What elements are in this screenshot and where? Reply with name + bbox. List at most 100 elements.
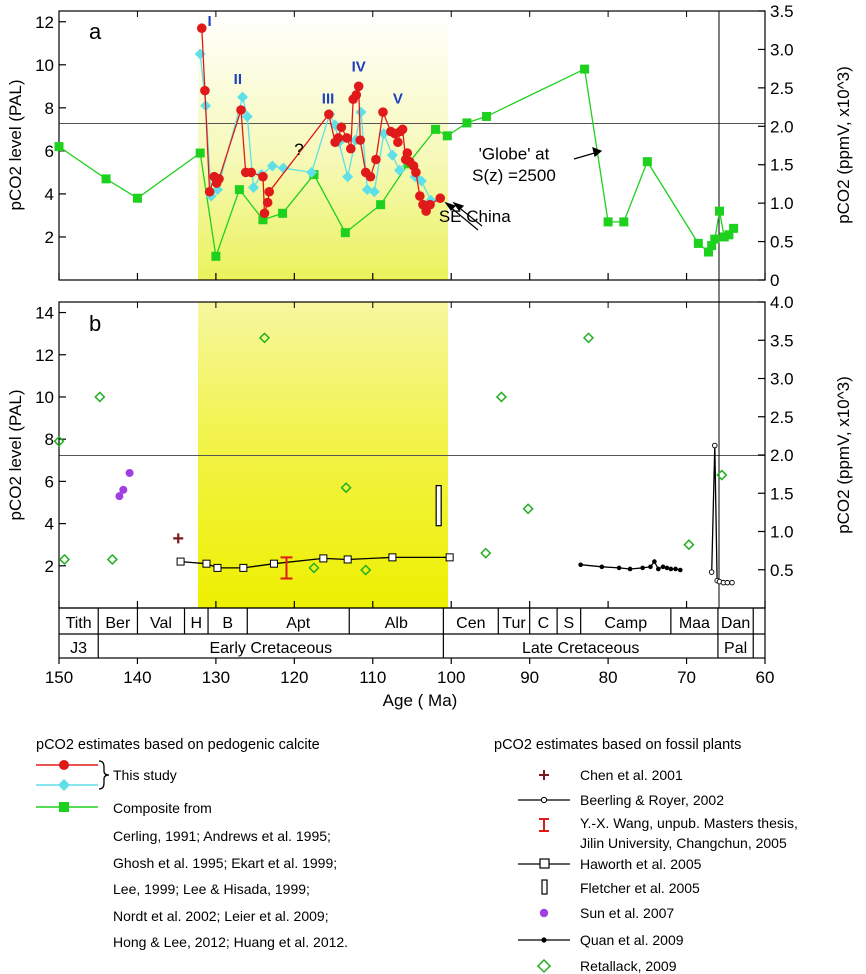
stage-label: Ber: [105, 615, 131, 632]
ytick-right-label: 0.5: [770, 561, 794, 580]
geologic-timescale: Tith Ber Val H B Apt Alb Cen Tur C S Camp Maa Dan J3 Ea…: [45, 607, 775, 687]
this-study-cyan-point: [368, 186, 380, 198]
legend-quan: Quan et al. 2009: [580, 932, 684, 948]
haworth-point: [176, 557, 185, 566]
haworth-point: [239, 563, 248, 572]
xtick-label: 130: [202, 668, 230, 687]
quan-point: [627, 566, 633, 572]
this-study-red-point: [336, 122, 347, 133]
legend-composite-line-1: Cerling, 1991; Andrews et al. 1995;: [113, 828, 331, 844]
legend-beerling-marker: [540, 796, 548, 804]
wang-range: [280, 556, 293, 580]
legend-fletcher-marker: [541, 879, 548, 895]
legend-sun: Sun et al. 2007: [580, 905, 674, 921]
ytick-right-label: 3.0: [770, 40, 794, 59]
panel-a-shade: [198, 11, 448, 280]
panel-a-axes: 2 4 6 8 10 12 0 0.5 1.0 1.5 2.0 2.5 3.0 3.5: [35, 2, 794, 290]
legend-composite-title: Composite from: [113, 800, 212, 816]
ytick-left-label: 4: [45, 185, 54, 204]
ytick-left-label: 12: [35, 346, 54, 365]
composite-point: [693, 238, 703, 248]
this-study-red-point: [415, 191, 425, 201]
ytick-right-label: 3.5: [770, 331, 794, 350]
stage-label: Alb: [385, 615, 408, 632]
legend-composite-line-4: Nordt et al. 2002; Leier et al. 2009;: [113, 908, 329, 924]
haworth-point: [319, 554, 328, 563]
annotation-label: V: [393, 91, 403, 108]
this-study-cyan-point: [342, 171, 354, 183]
quan-point: [664, 565, 670, 571]
legend-cyan-marker: [58, 779, 70, 791]
this-study-red-point: [425, 199, 435, 210]
this-study-red-point: [393, 137, 403, 148]
retallack-point: [106, 553, 118, 566]
composite-point: [603, 217, 613, 227]
this-study-red-point: [333, 133, 344, 143]
panel-b-ylabel-left: pCO2 level (PAL): [6, 389, 25, 520]
retallack-point: [53, 435, 65, 447]
beerling-point: [712, 442, 718, 449]
quan-point: [648, 564, 653, 570]
ytick-right-label: 0.5: [770, 233, 794, 252]
panel-a-ylabel-left: pCO2 level (PAL): [6, 79, 25, 210]
annotation-label: ?: [294, 140, 303, 159]
composite-point: [462, 118, 472, 128]
panel-a-letter: a: [89, 19, 102, 44]
xtick-label: 80: [599, 668, 618, 687]
quan-point: [668, 566, 674, 572]
this-study-red-point: [204, 186, 215, 197]
stage-label: S: [564, 615, 575, 632]
legend-brace: [98, 760, 110, 790]
stage-label: Maa: [679, 615, 710, 632]
xtick-label: 150: [45, 668, 73, 687]
legend-wang-marker: [539, 818, 549, 832]
retallack-point: [94, 391, 106, 403]
this-study-red-point: [264, 186, 275, 197]
ytick-right-label: 0: [770, 271, 779, 290]
this-study-red-point: [365, 171, 376, 182]
annotation-label: II: [234, 71, 242, 88]
retallack-point: [58, 553, 71, 566]
xtick-label: 140: [123, 668, 151, 687]
this-study-cyan-point: [248, 181, 260, 193]
this-study-cyan-point: [306, 166, 318, 178]
this-study-red-point: [397, 124, 408, 135]
legend-red-marker: [59, 760, 69, 770]
quan-point: [578, 562, 583, 568]
stage-label: B: [222, 615, 233, 632]
this-study-red-point: [411, 167, 421, 178]
ytick-right-label: 2.0: [770, 446, 794, 465]
retallack-point: [522, 503, 534, 515]
ytick-left-label: 14: [35, 304, 54, 323]
composite-point: [707, 241, 717, 251]
annotation-label: S(z) =2500: [472, 166, 556, 185]
ytick-right-label: 3.0: [770, 370, 794, 389]
xtick-label: 120: [280, 668, 308, 687]
beerling-point: [729, 579, 735, 586]
stage-label: Tur: [502, 615, 526, 632]
this-study-red-point: [346, 143, 356, 154]
this-study-red-point: [214, 174, 224, 184]
legend-left: pCO2 estimates based on pedogenic calcit…: [36, 737, 348, 950]
epoch-label: J3: [70, 640, 87, 657]
composite-point: [724, 230, 734, 240]
composite-point: [234, 185, 244, 195]
legend-green-marker: [59, 802, 69, 812]
composite-point: [54, 142, 64, 152]
chen-point: [173, 533, 184, 544]
ytick-left-label: 10: [35, 388, 54, 407]
ytick-right-label: 2.5: [770, 408, 794, 427]
stage-label: Camp: [604, 615, 647, 632]
this-study-red-point: [342, 133, 352, 143]
xtick-label: 60: [756, 668, 775, 687]
composite-point: [619, 217, 629, 227]
this-study-red-point: [353, 81, 364, 92]
ytick-right-label: 3.5: [770, 2, 794, 21]
composite-point: [258, 215, 268, 225]
retallack-point: [683, 539, 695, 551]
ytick-left-label: 2: [45, 557, 54, 576]
haworth-point: [202, 559, 211, 568]
this-study-cyan-point: [355, 106, 367, 118]
legend-beerling: Beerling & Royer, 2002: [580, 792, 724, 808]
stage-label: Val: [150, 615, 172, 632]
